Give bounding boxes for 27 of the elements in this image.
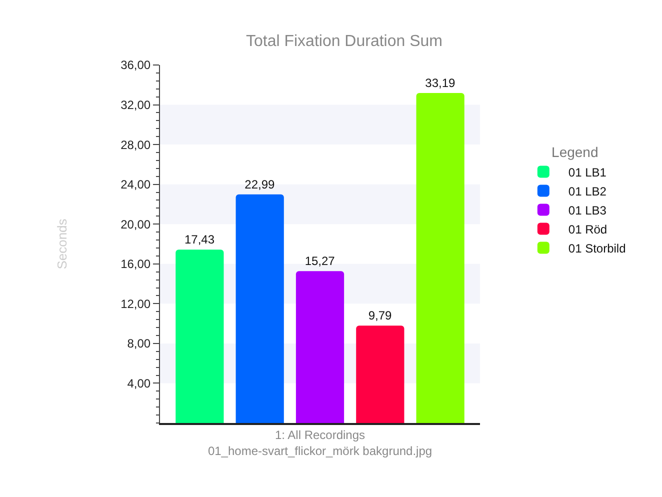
y-tick-label: 28,00	[120, 138, 151, 152]
y-tick-label: 36,00	[120, 58, 151, 72]
legend-label: 01 LB2	[568, 184, 607, 198]
y-tick-label: 16,00	[120, 257, 151, 272]
y-tick-label: 32,00	[120, 98, 151, 112]
legend-label: 01 Storbild	[568, 241, 626, 256]
y-tick-label: 20,00	[120, 217, 151, 232]
legend-label: 01 Röd	[568, 222, 608, 236]
bar	[176, 250, 224, 423]
y-tick-label: 24,00	[120, 178, 151, 192]
bar	[416, 92, 464, 423]
data-label: 22,99	[244, 177, 276, 192]
bar	[356, 326, 404, 423]
legend-label: 01 LB1	[568, 165, 607, 180]
x-tick-label: 1: All Recordings 01_home-svart_flickor_mörk bakgrund.jpg	[208, 428, 432, 458]
data-label: 9,79	[368, 308, 392, 323]
y-tick-label: 4,00	[127, 376, 151, 390]
y-tick-label: 12,00	[120, 296, 151, 311]
data-label: 17,43	[184, 232, 215, 247]
bar	[236, 194, 284, 423]
legend-label: 01 LB3	[568, 203, 607, 218]
legend-title: Legend	[552, 144, 598, 160]
bar	[296, 271, 344, 423]
y-tick-label: 8,00	[127, 336, 151, 351]
chart-title: Total Fixation Duration Sum	[246, 32, 443, 50]
data-label: 15,27	[304, 254, 336, 268]
data-label: 33,19	[425, 76, 456, 90]
